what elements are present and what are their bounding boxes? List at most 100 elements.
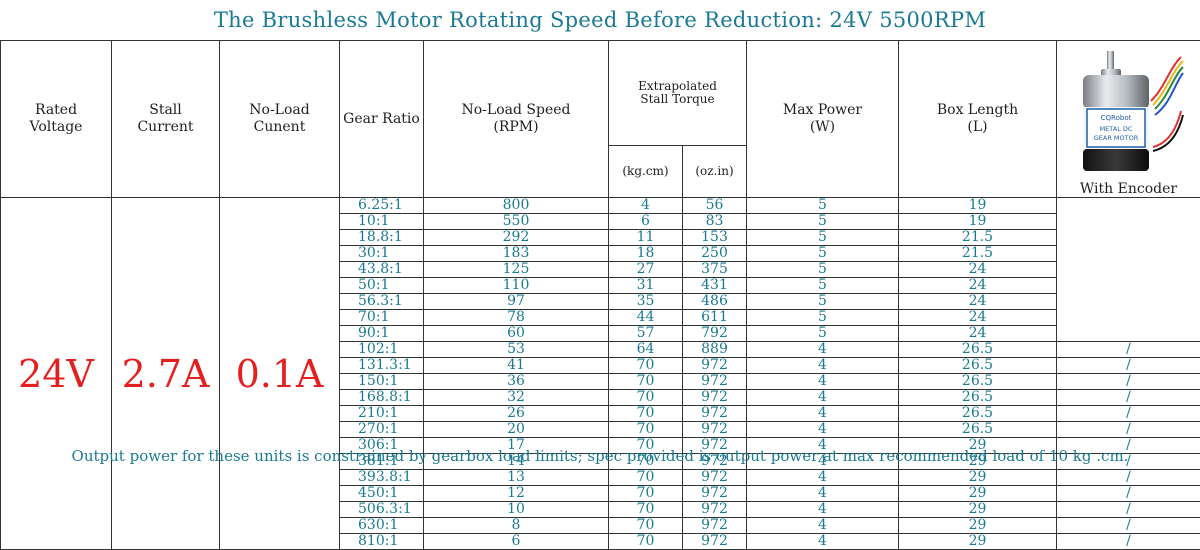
- cell-encoder: /: [1057, 502, 1200, 518]
- cell-torque-ozin: 972: [683, 422, 747, 438]
- cell-gear-ratio: 6.25:1: [340, 198, 424, 214]
- cell-max-power: 4: [747, 406, 899, 422]
- cell-noload-speed: 78: [424, 310, 609, 326]
- cell-box-length: 24: [899, 326, 1057, 342]
- cell-torque-kgcm: 18: [609, 246, 683, 262]
- cell-box-length: 26.5: [899, 342, 1057, 358]
- cell-box-length: 29: [899, 534, 1057, 550]
- cell-torque-kgcm: 31: [609, 278, 683, 294]
- cell-gear-ratio: 90:1: [340, 326, 424, 342]
- cell-gear-ratio: 43.8:1: [340, 262, 424, 278]
- cell-gear-ratio: 30:1: [340, 246, 424, 262]
- cell-noload-speed: 800: [424, 198, 609, 214]
- cell-gear-ratio: 56.3:1: [340, 294, 424, 310]
- header-torque-ozin: (oz.in): [683, 145, 747, 197]
- cell-torque-kgcm: 70: [609, 534, 683, 550]
- cell-box-length: 26.5: [899, 390, 1057, 406]
- cell-torque-ozin: 972: [683, 358, 747, 374]
- cell-max-power: 5: [747, 198, 899, 214]
- cell-noload-speed: 110: [424, 278, 609, 294]
- cell-torque-kgcm: 44: [609, 310, 683, 326]
- cell-torque-ozin: 486: [683, 294, 747, 310]
- cell-box-length: 26.5: [899, 374, 1057, 390]
- cell-box-length: 19: [899, 214, 1057, 230]
- encoder-caption: With Encoder: [1057, 181, 1200, 197]
- motor-line2-label: GEAR MOTOR: [1093, 134, 1138, 142]
- motor-brand-label: CQRobot: [1100, 114, 1131, 122]
- cell-box-length: 24: [899, 294, 1057, 310]
- header-gear-ratio: Gear Ratio: [340, 41, 424, 198]
- cell-box-length: 21.5: [899, 230, 1057, 246]
- header-max-power: Max Power(W): [747, 41, 899, 198]
- cell-torque-ozin: 889: [683, 342, 747, 358]
- cell-box-length: 29: [899, 518, 1057, 534]
- cell-noload-speed: 292: [424, 230, 609, 246]
- cell-encoder: /: [1057, 342, 1200, 358]
- cell-gear-ratio: 210:1: [340, 406, 424, 422]
- cell-noload-speed: 97: [424, 294, 609, 310]
- cell-torque-kgcm: 70: [609, 502, 683, 518]
- cell-max-power: 5: [747, 310, 899, 326]
- cell-box-length: 24: [899, 278, 1057, 294]
- cell-encoder: /: [1057, 518, 1200, 534]
- cell-max-power: 4: [747, 374, 899, 390]
- cell-noload-speed: 20: [424, 422, 609, 438]
- cell-torque-ozin: 431: [683, 278, 747, 294]
- cell-max-power: 5: [747, 326, 899, 342]
- cell-gear-ratio: 70:1: [340, 310, 424, 326]
- cell-torque-kgcm: 70: [609, 486, 683, 502]
- cell-encoder: /: [1057, 406, 1200, 422]
- cell-torque-ozin: 972: [683, 390, 747, 406]
- header-torque-kgcm: (kg.cm): [609, 145, 683, 197]
- cell-noload-speed: 60: [424, 326, 609, 342]
- cell-torque-ozin: 972: [683, 486, 747, 502]
- cell-gear-ratio: 810:1: [340, 534, 424, 550]
- cell-noload-speed: 36: [424, 374, 609, 390]
- cell-torque-ozin: 792: [683, 326, 747, 342]
- cell-gear-ratio: 18.8:1: [340, 230, 424, 246]
- footer-note: Output power for these units is constrai…: [0, 442, 1200, 472]
- header-noload-speed: No-Load Speed(RPM): [424, 41, 609, 198]
- cell-torque-kgcm: 70: [609, 406, 683, 422]
- cell-torque-kgcm: 35: [609, 294, 683, 310]
- cell-box-length: 24: [899, 262, 1057, 278]
- cell-noload-speed: 12: [424, 486, 609, 502]
- cell-torque-ozin: 972: [683, 406, 747, 422]
- cell-max-power: 4: [747, 534, 899, 550]
- spec-noload-current: 0.1A: [220, 198, 340, 550]
- cell-torque-ozin: 972: [683, 502, 747, 518]
- cell-max-power: 4: [747, 486, 899, 502]
- cell-box-length: 29: [899, 502, 1057, 518]
- cell-noload-speed: 8: [424, 518, 609, 534]
- cell-encoder: /: [1057, 390, 1200, 406]
- cell-gear-ratio: 506.3:1: [340, 502, 424, 518]
- cell-torque-ozin: 153: [683, 230, 747, 246]
- header-box-length: Box Length(L): [899, 41, 1057, 198]
- cell-torque-kgcm: 70: [609, 374, 683, 390]
- spec-voltage: 24V: [1, 198, 112, 550]
- cell-max-power: 5: [747, 294, 899, 310]
- cell-encoder: /: [1057, 534, 1200, 550]
- cell-torque-kgcm: 57: [609, 326, 683, 342]
- cell-box-length: 19: [899, 198, 1057, 214]
- cell-max-power: 5: [747, 278, 899, 294]
- cell-max-power: 4: [747, 358, 899, 374]
- cell-torque-kgcm: 11: [609, 230, 683, 246]
- cell-noload-speed: 26: [424, 406, 609, 422]
- cell-max-power: 4: [747, 518, 899, 534]
- cell-gear-ratio: 150:1: [340, 374, 424, 390]
- cell-max-power: 4: [747, 502, 899, 518]
- cell-torque-kgcm: 70: [609, 390, 683, 406]
- motor-line1-label: METAL DC: [1099, 125, 1132, 133]
- cell-box-length: 26.5: [899, 406, 1057, 422]
- cell-torque-ozin: 972: [683, 374, 747, 390]
- cell-max-power: 5: [747, 230, 899, 246]
- cell-noload-speed: 6: [424, 534, 609, 550]
- cell-gear-ratio: 102:1: [340, 342, 424, 358]
- cell-noload-speed: 125: [424, 262, 609, 278]
